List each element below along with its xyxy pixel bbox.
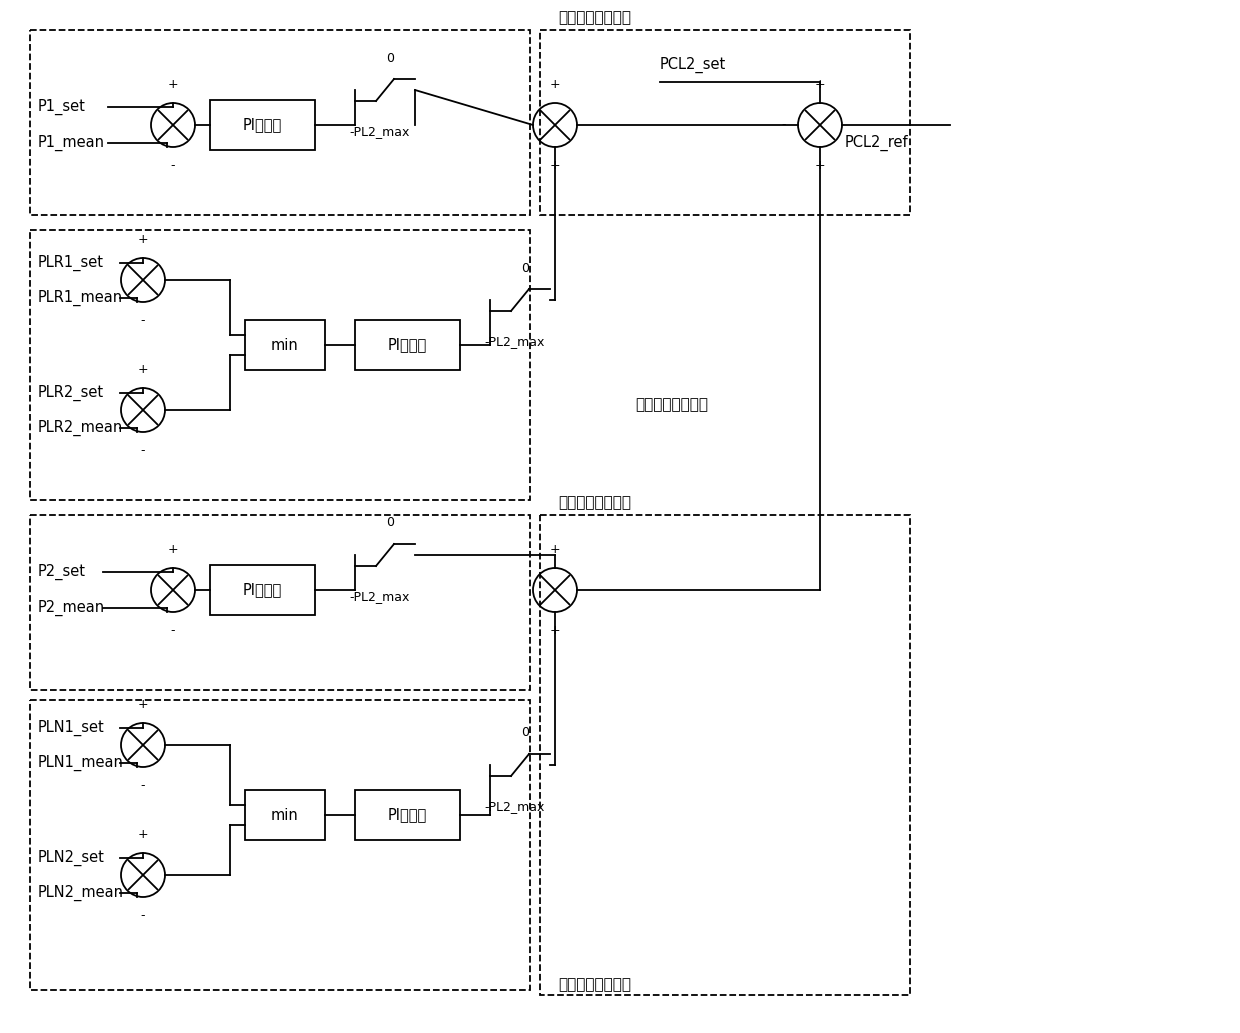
Text: P2_mean: P2_mean bbox=[38, 600, 105, 616]
Text: PI控制器: PI控制器 bbox=[388, 808, 427, 822]
Text: PLR2_mean: PLR2_mean bbox=[38, 419, 123, 436]
Text: P2_set: P2_set bbox=[38, 564, 86, 581]
Text: 远端断面潮流控制: 远端断面潮流控制 bbox=[558, 10, 631, 26]
Bar bbox=[246, 790, 325, 840]
Text: +: + bbox=[549, 77, 560, 91]
Text: +: + bbox=[167, 77, 179, 91]
Text: +: + bbox=[138, 827, 149, 841]
Text: min: min bbox=[272, 338, 299, 352]
Text: PLR1_set: PLR1_set bbox=[38, 255, 104, 271]
Bar bbox=[30, 515, 529, 690]
Text: -: - bbox=[141, 314, 145, 327]
Bar bbox=[539, 30, 910, 215]
Text: PLR2_set: PLR2_set bbox=[38, 385, 104, 401]
Text: 0: 0 bbox=[521, 261, 529, 275]
Text: PCL2_set: PCL2_set bbox=[660, 57, 727, 73]
Text: +: + bbox=[138, 698, 149, 711]
Text: P1_mean: P1_mean bbox=[38, 135, 105, 151]
Text: 近端断面潮流控制: 近端断面潮流控制 bbox=[558, 496, 631, 510]
Text: +: + bbox=[815, 159, 826, 173]
Text: PCL2_ref: PCL2_ref bbox=[844, 135, 909, 151]
Text: +: + bbox=[167, 543, 179, 556]
Text: P1_set: P1_set bbox=[38, 99, 86, 115]
Text: +: + bbox=[138, 232, 149, 246]
Text: -PL2_max: -PL2_max bbox=[485, 801, 546, 814]
Bar bbox=[30, 230, 529, 500]
Text: +: + bbox=[549, 543, 560, 556]
Bar bbox=[30, 700, 529, 990]
Bar bbox=[539, 515, 910, 995]
Text: min: min bbox=[272, 808, 299, 822]
Text: -: - bbox=[781, 119, 786, 131]
Text: -: - bbox=[141, 909, 145, 922]
Text: PLN1_mean: PLN1_mean bbox=[38, 755, 124, 771]
Text: PI控制器: PI控制器 bbox=[243, 118, 283, 132]
Text: +: + bbox=[549, 159, 560, 173]
Text: -: - bbox=[141, 779, 145, 792]
Text: PLN2_set: PLN2_set bbox=[38, 850, 105, 866]
Text: 0: 0 bbox=[521, 726, 529, 740]
Text: PLR1_mean: PLR1_mean bbox=[38, 290, 123, 306]
Text: PI控制器: PI控制器 bbox=[388, 338, 427, 352]
Bar bbox=[246, 320, 325, 370]
Text: +: + bbox=[815, 77, 826, 91]
Text: PLN2_mean: PLN2_mean bbox=[38, 885, 124, 901]
Text: -PL2_max: -PL2_max bbox=[350, 125, 410, 138]
Bar bbox=[210, 100, 315, 150]
Text: +: + bbox=[549, 624, 560, 637]
Text: 远端线路潮流控制: 远端线路潮流控制 bbox=[635, 398, 708, 412]
Bar bbox=[355, 790, 460, 840]
Text: -: - bbox=[171, 624, 175, 637]
Bar bbox=[210, 565, 315, 615]
Text: 近端线路潮流控制: 近端线路潮流控制 bbox=[558, 977, 631, 993]
Text: -: - bbox=[141, 444, 145, 457]
Text: PI控制器: PI控制器 bbox=[243, 583, 283, 597]
Text: -: - bbox=[171, 159, 175, 173]
Text: -PL2_max: -PL2_max bbox=[485, 336, 546, 348]
Text: 0: 0 bbox=[386, 516, 394, 530]
Text: PLN1_set: PLN1_set bbox=[38, 720, 104, 737]
Bar bbox=[30, 30, 529, 215]
Text: +: + bbox=[138, 363, 149, 376]
Text: -PL2_max: -PL2_max bbox=[350, 591, 410, 603]
Text: 0: 0 bbox=[386, 52, 394, 64]
Bar bbox=[355, 320, 460, 370]
